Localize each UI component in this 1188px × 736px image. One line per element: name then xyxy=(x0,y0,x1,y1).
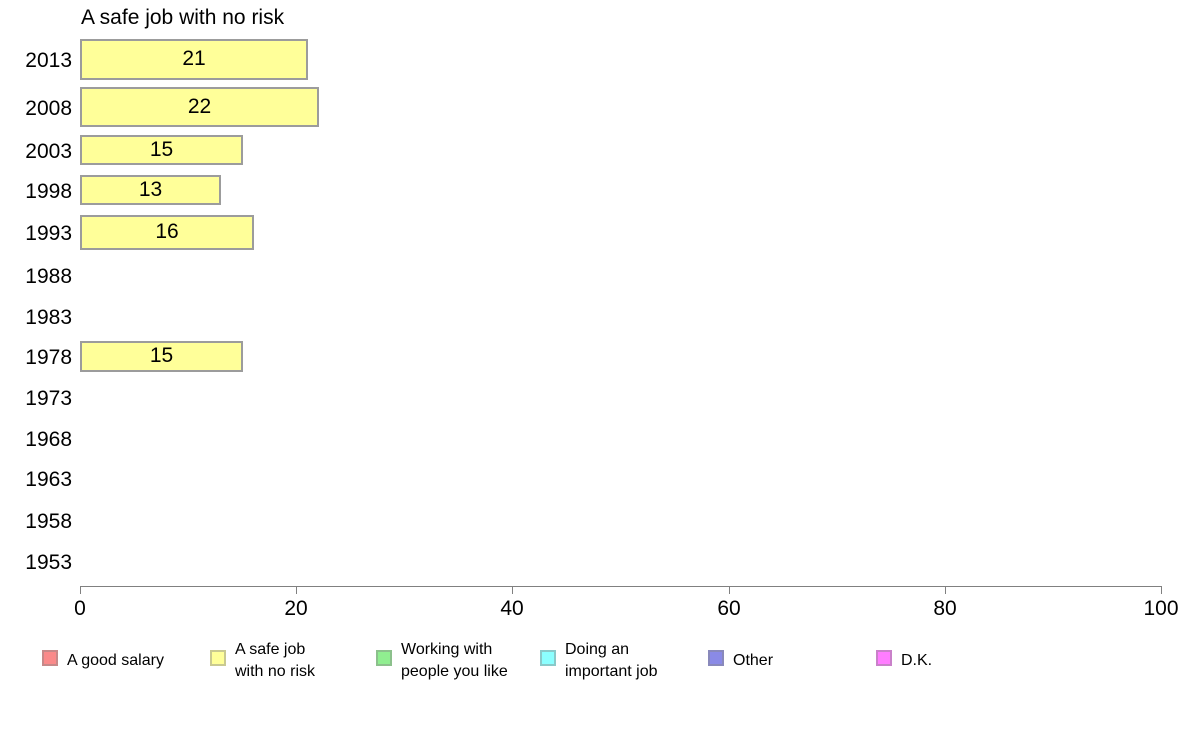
x-axis-line xyxy=(80,586,1161,587)
legend-swatch xyxy=(376,650,392,666)
year-label: 1998 xyxy=(25,180,72,203)
legend-label: D.K. xyxy=(901,652,933,669)
year-label: 1958 xyxy=(25,510,72,533)
x-axis-tick xyxy=(729,586,730,594)
bar-value-label: 15 xyxy=(149,138,174,161)
bar: 16 xyxy=(80,214,254,250)
year-label: 1983 xyxy=(25,306,72,329)
year-label: 1993 xyxy=(25,222,72,245)
legend-swatch xyxy=(42,650,58,666)
legend-swatch xyxy=(210,650,226,666)
legend-label: Working with people you like xyxy=(401,641,508,680)
year-label: 1978 xyxy=(25,346,72,369)
legend-label: A good salary xyxy=(67,652,164,669)
year-label: 2003 xyxy=(25,140,72,163)
bar: 21 xyxy=(80,38,308,80)
x-axis-tick xyxy=(296,586,297,594)
x-axis-tick-label: 100 xyxy=(1143,597,1179,620)
year-label: 1953 xyxy=(25,551,72,574)
year-label: 1988 xyxy=(25,265,72,288)
bar: 22 xyxy=(80,87,319,127)
bar: 15 xyxy=(80,340,243,372)
legend-label: Doing an important job xyxy=(565,641,658,680)
legend-swatch xyxy=(708,650,724,666)
bar-value-label: 13 xyxy=(138,178,163,201)
bar-value-label: 21 xyxy=(182,47,206,70)
x-axis-tick-label: 20 xyxy=(284,597,308,620)
x-axis-tick-label: 60 xyxy=(717,597,741,620)
bar-value-label: 16 xyxy=(155,220,179,243)
legend-swatch xyxy=(540,650,556,666)
bar-value-label: 15 xyxy=(149,344,174,367)
year-label: 1968 xyxy=(25,428,72,451)
x-axis-tick xyxy=(1161,586,1162,594)
x-axis-tick-label: 80 xyxy=(933,597,957,620)
legend-label: A safe job with no risk xyxy=(235,641,316,680)
year-label: 2008 xyxy=(25,97,72,120)
x-axis-tick xyxy=(80,586,81,594)
chart-title: A safe job with no risk xyxy=(81,6,285,29)
legend-swatch xyxy=(876,650,892,666)
legend-label: Other xyxy=(733,652,774,669)
bar-value-label: 22 xyxy=(187,95,212,118)
year-label: 1973 xyxy=(25,387,72,410)
bar: 15 xyxy=(80,135,243,165)
x-axis-tick-label: 40 xyxy=(500,597,524,620)
x-axis-tick-label: 0 xyxy=(74,597,86,620)
x-axis-tick xyxy=(512,586,513,594)
year-label: 1963 xyxy=(25,468,72,491)
year-label: 2013 xyxy=(25,49,72,72)
bar: 13 xyxy=(80,175,221,205)
x-axis-tick xyxy=(945,586,946,594)
